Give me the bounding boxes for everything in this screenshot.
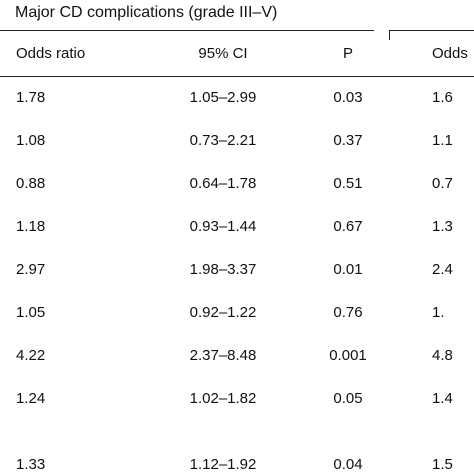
cell-odds-ratio-2: 1.3 — [432, 218, 453, 235]
cell-odds-ratio: 1.33 — [16, 456, 46, 473]
cell-p-value: 0.67 — [333, 218, 363, 235]
cell-p-value: 0.76 — [333, 304, 363, 321]
cell-odds-ratio: 4.22 — [16, 347, 46, 364]
cell-odds-ratio-2: 1.1 — [432, 132, 453, 149]
cell-odds-ratio-2: 0.7 — [432, 175, 453, 192]
cell-ci: 1.02–1.82 — [189, 390, 257, 407]
cell-ci: 0.64–1.78 — [189, 175, 257, 192]
table-rule-bracket — [389, 30, 390, 40]
cell-odds-ratio-2: 1.4 — [432, 390, 453, 407]
cell-odds-ratio-2: 4.8 — [432, 347, 453, 364]
cell-odds-ratio-2: 2.4 — [432, 261, 453, 278]
cell-ci: 0.73–2.21 — [189, 132, 257, 149]
cell-ci: 1.05–2.99 — [189, 89, 257, 106]
table-rule-under-header — [0, 76, 474, 77]
cell-odds-ratio: 1.78 — [16, 89, 46, 106]
cell-p-value: 0.04 — [333, 456, 363, 473]
cell-odds-ratio: 1.18 — [16, 218, 46, 235]
cell-odds-ratio-2: 1.6 — [432, 89, 453, 106]
column-header-ci: 95% CI — [198, 45, 248, 62]
cell-odds-ratio: 1.08 — [16, 132, 46, 149]
column-header-odds-ratio: Odds ratio — [16, 45, 86, 62]
cell-p-value: 0.37 — [333, 132, 363, 149]
cell-p-value: 0.05 — [333, 390, 363, 407]
cell-odds-ratio: 1.05 — [16, 304, 46, 321]
cell-odds-ratio: 2.97 — [16, 261, 46, 278]
cell-ci: 2.37–8.48 — [189, 347, 257, 364]
column-header-odds-ratio-2: Odds — [432, 45, 468, 62]
cell-ci: 0.92–1.22 — [189, 304, 257, 321]
table-rule-top — [0, 30, 374, 31]
cell-odds-ratio-2: 1. — [432, 304, 445, 321]
table-rule-top-next-group — [389, 30, 474, 31]
cell-p-value: 0.001 — [329, 347, 367, 364]
cell-odds-ratio: 0.88 — [16, 175, 46, 192]
cell-odds-ratio-2: 1.5 — [432, 456, 453, 473]
cell-p-value: 0.03 — [333, 89, 363, 106]
table-group-header: Major CD complications (grade III–V) — [15, 4, 278, 21]
cell-odds-ratio: 1.24 — [16, 390, 46, 407]
column-header-p: P — [342, 45, 353, 62]
cell-ci: 0.93–1.44 — [189, 218, 257, 235]
cell-p-value: 0.51 — [333, 175, 363, 192]
cell-ci: 1.12–1.92 — [189, 456, 257, 473]
cell-ci: 1.98–3.37 — [189, 261, 257, 278]
cell-p-value: 0.01 — [333, 261, 363, 278]
